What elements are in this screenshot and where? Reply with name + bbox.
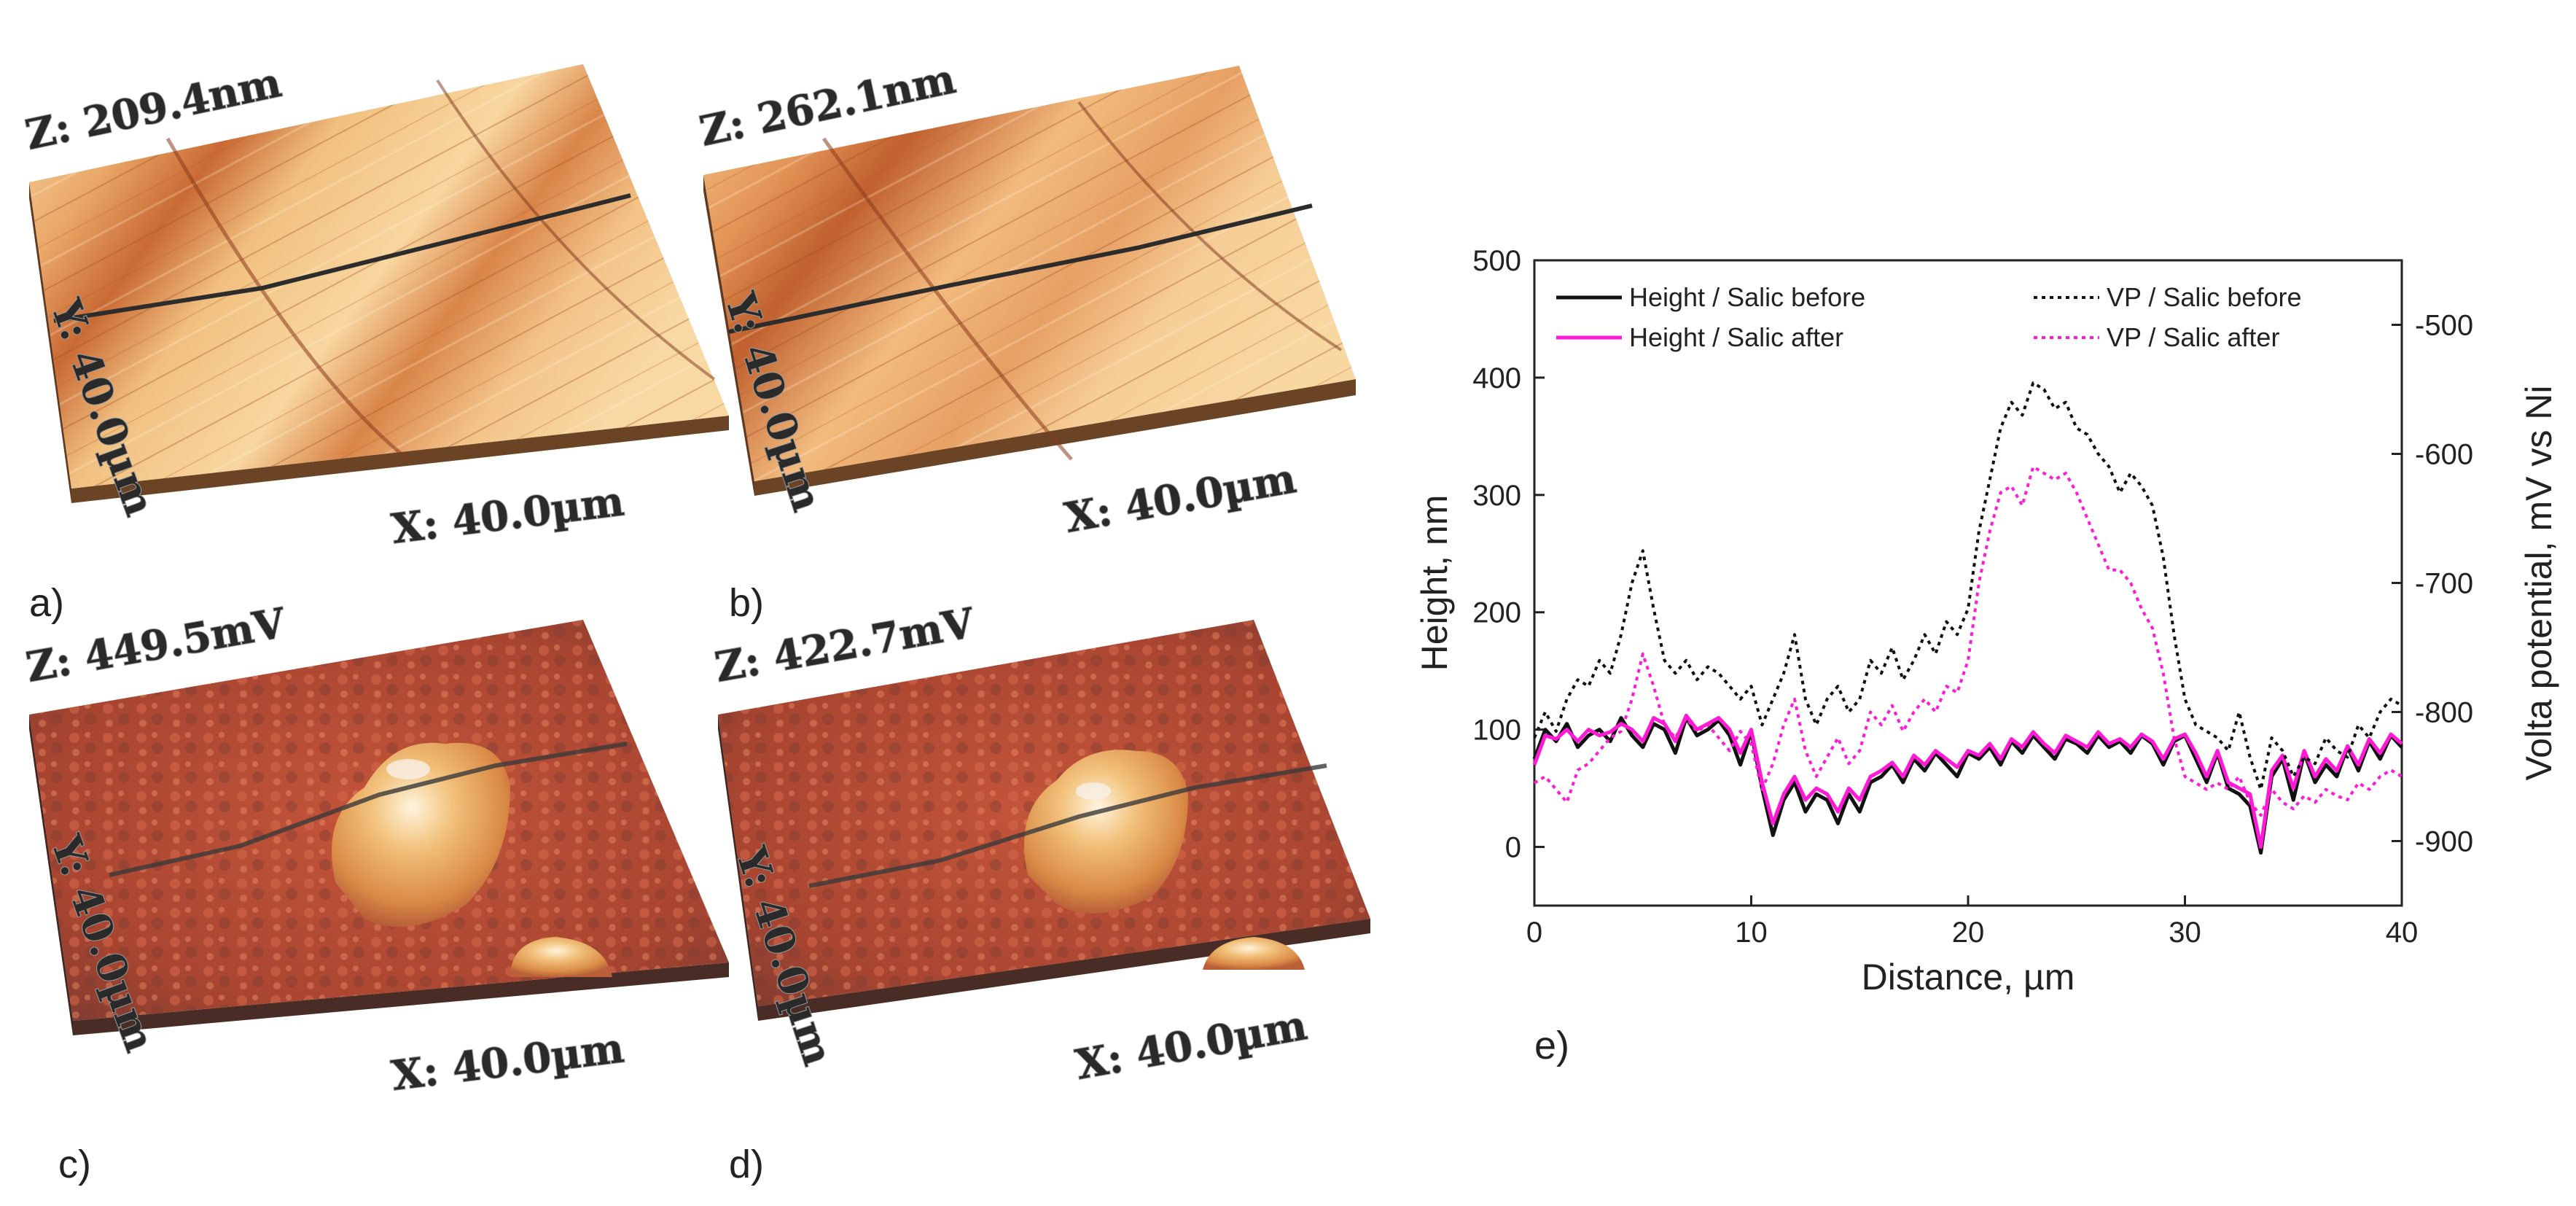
legend: Height / Salic before Height / Salic afte… (1556, 282, 2302, 352)
x-tick-label: 20 (1952, 917, 1985, 949)
plot-frame (1533, 259, 2403, 907)
series-line-3 (1533, 465, 2403, 817)
panel-d-side-edge (718, 715, 758, 1021)
afm-panel-c: Z: 449.5mV Y: 40.0µm X: 40.0µm c) (22, 598, 729, 1186)
y-tick-label: 0 (1505, 832, 1521, 864)
panel-c-side-edge (29, 715, 73, 1035)
panel-a-letter: a) (29, 581, 64, 625)
panel-a-texture (29, 64, 729, 489)
y-tick-label: 400 (1472, 362, 1521, 394)
x-tick-label: 10 (1735, 917, 1768, 949)
series-line-2 (1533, 381, 2403, 791)
panel-d-letter: d) (729, 1143, 764, 1186)
panel-c-x-label: X: 40.0µm (389, 1024, 627, 1100)
y2-tick-label: -800 (2415, 697, 2473, 729)
legend-label: VP / Salic after (2107, 322, 2279, 352)
chart-e: 0 10 20 30 400100200300400500-500-600-700-80… (1414, 245, 2559, 1067)
y-tick-label: 200 (1472, 597, 1521, 629)
panel-a-scratch (436, 79, 716, 381)
panel-a-x-label: X: 40.0µm (389, 477, 627, 553)
y2-tick-label: -500 (2415, 310, 2473, 342)
afm-panel-b: Z: 262.1nm Y: 40.0µm X: 40.0µm b) (695, 54, 1356, 625)
legend-label: Height / Salic before (1629, 282, 1865, 312)
panel-c-peak-highlight (386, 759, 430, 779)
panel-d-peak-small (1203, 937, 1305, 970)
panel-b-scratch (1077, 101, 1343, 351)
panel-a-side-edge (29, 182, 71, 503)
panel-a-front-edge (71, 416, 729, 503)
y-tick-label: 300 (1472, 480, 1521, 512)
y2-tick-label: -900 (2415, 826, 2473, 858)
y2-tick-label: -700 (2415, 568, 2473, 600)
x-tick-label: 30 (2169, 917, 2201, 949)
x-tick-label: 40 (2386, 917, 2419, 949)
x-axis-title: Distance, µm (1862, 957, 2075, 997)
y2-axis-title: Volta potential, mV vs Ni (2518, 386, 2559, 781)
x-tick-label: 0 (1526, 917, 1542, 949)
series-line-1 (1532, 713, 2403, 849)
panel-b-side-edge (703, 175, 754, 496)
y-axis-title: Height, nm (1414, 495, 1455, 672)
panel-d-peak (1024, 750, 1188, 914)
panel-b-texture (703, 66, 1356, 481)
afm-panel-d: Z: 422.7mV Y: 40.0µm X: 40.0µm d) (711, 598, 1370, 1186)
legend-label: Height / Salic after (1629, 322, 1843, 352)
y-tick-label: 100 (1472, 715, 1521, 747)
series-layer (1532, 381, 2403, 855)
y-tick-label: 500 (1472, 245, 1521, 277)
panel-b-x-label: X: 40.0µm (1061, 454, 1300, 542)
panel-c-front-edge (73, 962, 729, 1035)
panel-e-letter: e) (1534, 1024, 1569, 1067)
axes-layer: 0 10 20 30 400100200300400500-500-600-700-80… (1472, 245, 2473, 949)
panel-b-scratch (821, 137, 1073, 461)
panel-d-front-edge (758, 919, 1370, 1021)
afm-panel-a: Z: 209.4nm Y: 40.0µm X: 40.0µm a) (20, 58, 729, 625)
panel-b-crack (728, 203, 1313, 334)
panel-c-peak-small (510, 937, 612, 977)
panel-b-letter: b) (729, 581, 764, 625)
panel-b-front-edge (754, 379, 1356, 496)
y2-tick-label: -600 (2415, 439, 2473, 471)
panel-d-x-label: X: 40.0µm (1072, 1001, 1311, 1089)
panel-a-crack (53, 193, 631, 323)
panel-c-letter: c) (58, 1143, 91, 1186)
legend-label: VP / Salic before (2107, 282, 2302, 312)
panel-c-crack (109, 742, 628, 877)
panel-d-peak-highlight (1076, 782, 1111, 800)
panel-c-peak (332, 742, 510, 927)
panel-d-crack (808, 763, 1327, 888)
panel-a-scratch (165, 137, 410, 461)
